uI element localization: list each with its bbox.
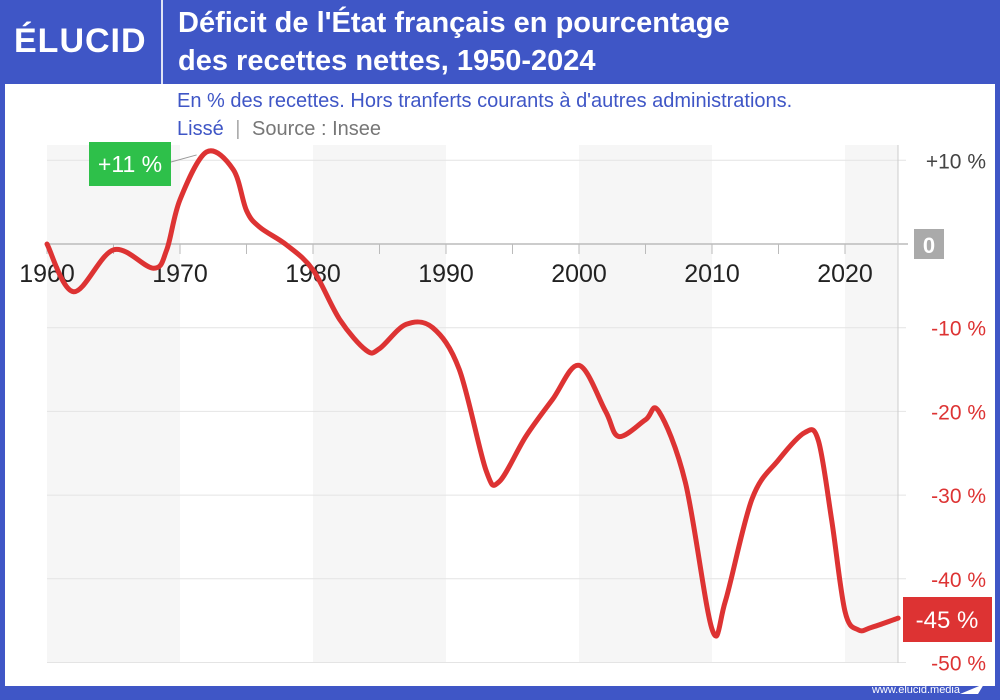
x-tick-label: 2010 [684,260,740,288]
last-value-label-box [903,597,992,642]
title-line-2: des recettes nettes, 1950-2024 [178,45,596,77]
deficit-series-line [44,148,901,639]
y-tick-label: 0 [923,233,935,258]
y-tick-label: -40 % [931,569,986,592]
smoothed-note: Lissé [177,118,224,140]
decade-band [47,145,180,663]
zero-label-box [914,229,944,259]
decade-band [579,145,712,663]
x-tick-label: 2020 [817,260,873,288]
y-tick-label: -50 % [931,653,986,676]
last-value-label: -45 % [916,607,979,634]
subtitle-source: Lissé | Source : Insee [177,118,381,141]
elucid-flag-icon [960,684,984,694]
y-tick-label: -20 % [931,401,986,424]
title-line-1: Déficit de l'État français en pourcentag… [178,7,730,39]
x-tick-label: 2000 [551,260,607,288]
elucid-logo: ÉLUCID [14,22,147,60]
y-tick-label: -10 % [931,318,986,341]
footer-url[interactable]: www.elucid.media [871,684,960,696]
max-label: +11 % [98,151,162,177]
y-tick-label: -30 % [931,485,986,508]
max-label-box [89,142,171,186]
subtitle: En % des recettes. Hors tranferts couran… [177,90,793,112]
header-divider [161,0,163,84]
chart-title: Déficit de l'État français en pourcentag… [178,4,978,80]
x-tick-label: 1990 [418,260,474,288]
decade-band [845,145,899,663]
y-tick-label: +10 % [926,150,986,173]
decade-band [313,145,446,663]
header: ÉLUCID Déficit de l'État français en pou… [0,0,1000,84]
separator: | [235,118,241,140]
source: Source : Insee [252,118,381,140]
annotation-leader [170,154,197,163]
